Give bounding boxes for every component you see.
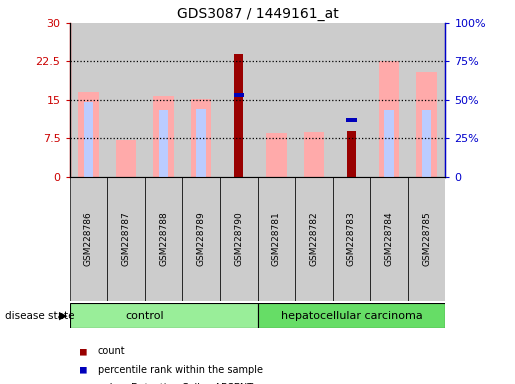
Bar xyxy=(370,23,408,177)
Bar xyxy=(258,177,295,301)
Text: ■: ■ xyxy=(80,346,87,356)
Text: percentile rank within the sample: percentile rank within the sample xyxy=(98,365,263,375)
Bar xyxy=(333,23,370,177)
Bar xyxy=(384,110,394,177)
Text: GSM228790: GSM228790 xyxy=(234,212,243,266)
Bar xyxy=(295,23,333,177)
Text: GSM228786: GSM228786 xyxy=(84,212,93,266)
Text: GSM228789: GSM228789 xyxy=(197,212,205,266)
Text: GSM228781: GSM228781 xyxy=(272,212,281,266)
Text: GSM228782: GSM228782 xyxy=(310,212,318,266)
Text: hepatocellular carcinoma: hepatocellular carcinoma xyxy=(281,311,422,321)
Bar xyxy=(347,131,356,177)
Bar xyxy=(295,177,333,301)
Text: control: control xyxy=(126,311,164,321)
Bar xyxy=(416,72,437,177)
Bar xyxy=(379,61,400,177)
Bar xyxy=(370,177,408,301)
Bar xyxy=(258,303,445,328)
Bar xyxy=(346,118,357,122)
Bar xyxy=(70,303,258,328)
Bar xyxy=(191,99,212,177)
Bar xyxy=(196,109,206,177)
Bar xyxy=(266,132,287,177)
Bar xyxy=(145,177,182,301)
Text: count: count xyxy=(98,346,126,356)
Text: GSM228783: GSM228783 xyxy=(347,212,356,266)
Bar xyxy=(107,177,145,301)
Bar xyxy=(145,23,182,177)
Bar xyxy=(78,92,99,177)
Text: GSM228785: GSM228785 xyxy=(422,212,431,266)
Bar xyxy=(83,103,93,177)
Text: ■: ■ xyxy=(80,383,87,384)
Text: disease state: disease state xyxy=(5,311,75,321)
Bar xyxy=(220,23,258,177)
Text: GSM228787: GSM228787 xyxy=(122,212,130,266)
Bar xyxy=(107,23,145,177)
Bar xyxy=(333,177,370,301)
Bar xyxy=(303,132,324,177)
Bar xyxy=(159,110,168,177)
Text: value, Detection Call = ABSENT: value, Detection Call = ABSENT xyxy=(98,383,253,384)
Bar xyxy=(182,23,220,177)
Title: GDS3087 / 1449161_at: GDS3087 / 1449161_at xyxy=(177,7,338,21)
Bar xyxy=(153,96,174,177)
Text: ▶: ▶ xyxy=(59,311,68,321)
Bar xyxy=(233,93,244,97)
Bar xyxy=(258,23,295,177)
Bar xyxy=(408,23,445,177)
Text: GSM228784: GSM228784 xyxy=(385,212,393,266)
Bar xyxy=(182,177,220,301)
Bar xyxy=(70,23,107,177)
Bar xyxy=(70,177,107,301)
Text: ■: ■ xyxy=(80,365,87,375)
Bar xyxy=(220,177,258,301)
Bar xyxy=(422,110,432,177)
Bar xyxy=(408,177,445,301)
Bar xyxy=(234,54,244,177)
Bar xyxy=(115,140,136,177)
Text: GSM228788: GSM228788 xyxy=(159,212,168,266)
